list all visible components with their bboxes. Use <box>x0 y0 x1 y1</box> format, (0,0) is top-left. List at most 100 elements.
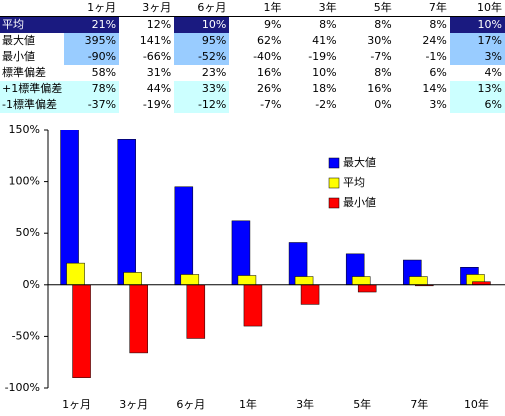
y-tick-label: 50% <box>16 226 40 239</box>
column-header: 3ヶ月 <box>119 0 175 17</box>
x-tick-label: 1年 <box>239 397 257 411</box>
bar <box>357 284 377 293</box>
legend-label: 最小値 <box>343 196 376 209</box>
table-cell: 16% <box>367 82 392 95</box>
bar <box>243 284 263 327</box>
table-cell: 3% <box>429 98 447 111</box>
y-tick-label: 150% <box>9 123 40 136</box>
y-tick-label: -100% <box>5 381 40 394</box>
table-cell: 24% <box>422 34 447 47</box>
table-cell: 23% <box>201 66 227 79</box>
table-cell: 33% <box>174 81 230 97</box>
x-tick-label: 5年 <box>353 397 371 411</box>
table-row: 平均 21% 12% 10% 9% 8% 8% 8% 10% <box>0 16 505 33</box>
table-cell: 8% <box>374 66 392 79</box>
table-cell: 14% <box>422 82 447 95</box>
table-cell: -2% <box>315 98 337 111</box>
bar <box>174 186 194 286</box>
table-cell: 30% <box>367 34 392 47</box>
table-cell: 18% <box>312 82 337 95</box>
column-header: 10年 <box>449 0 505 17</box>
legend-label: 平均 <box>343 176 365 189</box>
table-cell: -19% <box>142 98 172 111</box>
table-cell: 16% <box>257 66 282 79</box>
table-cell: 0% <box>374 98 392 111</box>
table-cell: -37% <box>64 97 120 113</box>
row-label: 最大値 <box>2 34 35 47</box>
row-label: +1標準偏差 <box>0 81 64 97</box>
y-tick-label: -50% <box>12 329 40 342</box>
table-body: 平均 21% 12% 10% 9% 8% 8% 8% 10% 最大値 395% 141% 95% 62% 4… <box>0 16 505 113</box>
table-cell: -52% <box>174 49 230 65</box>
table-cell: 17% <box>449 33 505 49</box>
row-label: -1標準偏差 <box>0 97 64 113</box>
table-cell: -12% <box>174 97 230 113</box>
bar <box>123 272 142 286</box>
table-cell: 95% <box>174 33 230 49</box>
table-cell: 6% <box>429 66 447 79</box>
x-tick-label: 6ヶ月 <box>176 398 205 411</box>
y-tick-label: 0% <box>23 278 40 291</box>
table-cell: 21% <box>64 16 120 33</box>
table-cell: 10% <box>312 66 337 79</box>
bar <box>60 130 79 286</box>
table-cell: 10% <box>174 16 230 33</box>
bar <box>180 274 200 286</box>
legend-label: 最大値 <box>343 155 376 169</box>
table-cell: -19% <box>308 50 337 63</box>
table-cell: 3% <box>449 49 505 65</box>
table-cell: 41% <box>312 34 337 47</box>
table-cell: 62% <box>257 34 282 47</box>
bar <box>117 139 136 286</box>
stats-table: 1ヶ月 3ヶ月 6ヶ月 1年 3年 5年 7年 10年 平均 21% 12% 10% 9% 8% 8% 8%… <box>0 0 505 113</box>
legend-swatch <box>328 197 340 209</box>
column-header: 3年 <box>284 0 340 17</box>
x-tick-label: 7年 <box>410 397 428 411</box>
x-tick-label: 3ヶ月 <box>119 398 148 411</box>
table-cell: -40% <box>253 50 282 63</box>
column-header: 1年 <box>229 0 285 17</box>
table-cell: 58% <box>91 66 117 79</box>
bar <box>66 262 85 286</box>
table-cell: 8% <box>429 18 447 31</box>
table-cell: 12% <box>146 18 172 31</box>
table-cell: 141% <box>139 34 172 47</box>
corner-cell <box>0 0 64 17</box>
row-label: 最小値 <box>2 50 35 63</box>
table-cell: 26% <box>257 82 282 95</box>
table-cell: 4% <box>484 66 502 79</box>
column-header: 7年 <box>394 0 450 17</box>
y-tick-label: 100% <box>9 175 40 188</box>
table-row: 最大値 395% 141% 95% 62% 41% 30% 24% 17% <box>0 33 505 49</box>
legend-swatch <box>328 157 340 169</box>
table-header: 1ヶ月 3ヶ月 6ヶ月 1年 3年 5年 7年 10年 <box>0 0 505 17</box>
table-cell: -1% <box>425 50 447 63</box>
row-label: 標準偏差 <box>2 66 46 79</box>
x-tick-label: 1ヶ月 <box>62 398 91 411</box>
table-cell: 31% <box>146 66 172 79</box>
table-cell: 8% <box>319 18 337 31</box>
legend-swatch <box>328 177 340 189</box>
table-row: -1標準偏差 -37% -19% -12% -7% -2% 0% 3% 6% <box>0 97 505 113</box>
column-header: 5年 <box>339 0 395 17</box>
bar <box>294 276 314 286</box>
table-cell: 9% <box>264 18 282 31</box>
bar <box>231 220 251 286</box>
table-cell: 13% <box>449 81 505 97</box>
table-cell: 395% <box>64 33 120 49</box>
bar <box>129 284 148 354</box>
x-tick-label: 3年 <box>296 397 314 411</box>
bar <box>351 276 371 286</box>
table-cell: 8% <box>374 18 392 31</box>
column-header: 6ヶ月 <box>174 0 230 17</box>
table-cell: 6% <box>449 97 505 113</box>
row-label: 平均 <box>0 16 64 33</box>
bar <box>300 284 320 305</box>
bar <box>237 275 257 286</box>
table-row: 標準偏差 58% 31% 23% 16% 10% 8% 6% 4% <box>0 65 505 81</box>
table-row: 最小値 -90% -66% -52% -40% -19% -7% -1% 3% <box>0 49 505 65</box>
table-row: +1標準偏差 78% 44% 33% 26% 18% 16% 14% 13% <box>0 81 505 97</box>
bar <box>186 284 206 339</box>
